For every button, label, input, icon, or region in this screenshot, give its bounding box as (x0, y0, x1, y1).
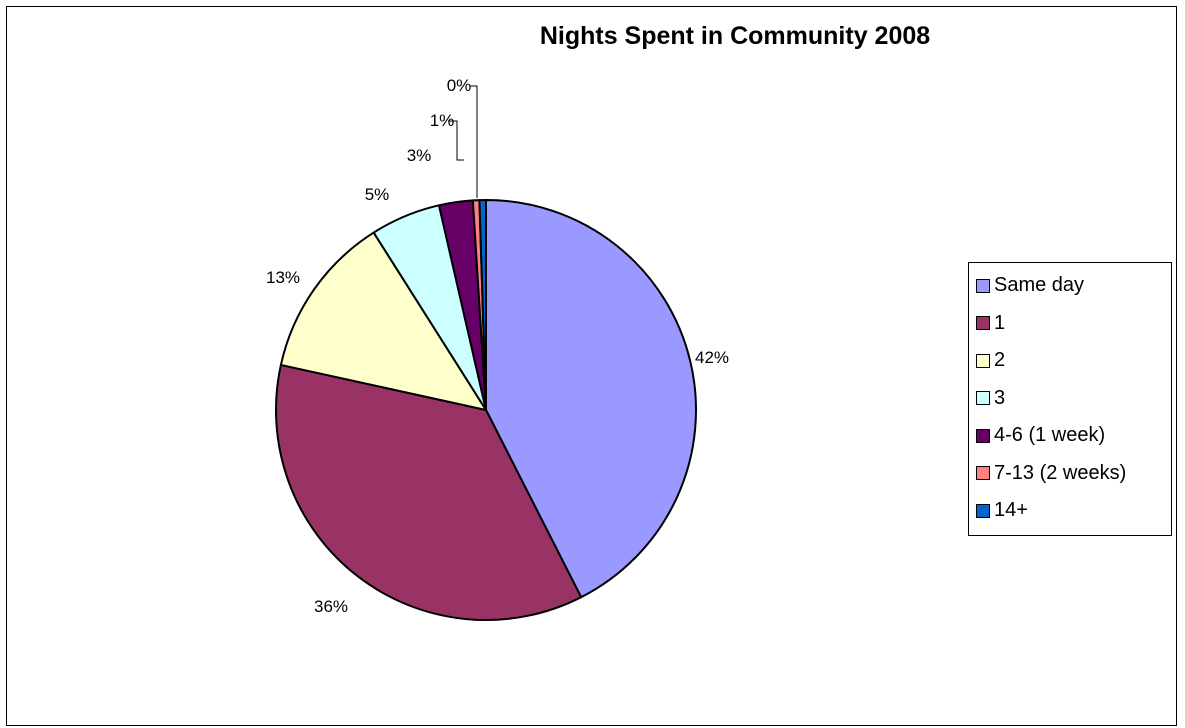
legend-item: 1 (969, 305, 1171, 343)
pie-slice-2 (275, 363, 583, 621)
legend-item: 7-13 (2 weeks) (969, 455, 1171, 493)
legend-label: 3 (994, 386, 1006, 409)
leader-line-7 (470, 85, 478, 198)
pie-slice-1 (485, 199, 697, 599)
chart-title: Nights Spent in Community 2008 (540, 22, 930, 50)
pie-slice-3 (279, 231, 487, 411)
data-label-1: 42% (695, 348, 729, 367)
legend-item: 14+ (969, 492, 1171, 530)
legend-swatch (976, 316, 990, 331)
legend-label: 14+ (994, 499, 1028, 522)
data-label-5: 3% (407, 146, 432, 165)
legend-swatch (976, 428, 990, 443)
legend-label: 1 (994, 311, 1006, 334)
legend-item: Same day (969, 267, 1171, 305)
legend-swatch (976, 466, 990, 481)
data-label-7: 0% (447, 76, 472, 95)
data-label-2: 36% (314, 597, 348, 616)
legend-label: 7-13 (2 weeks) (994, 461, 1127, 484)
leader-line-6 (448, 120, 464, 161)
data-label-6: 1% (430, 111, 455, 130)
legend-item: 3 (969, 380, 1171, 418)
legend-swatch (976, 503, 990, 518)
legend-label: 2 (994, 349, 1006, 372)
legend-swatch (976, 391, 990, 406)
legend-item: 2 (969, 342, 1171, 380)
legend-item: 4-6 (1 week) (969, 417, 1171, 455)
legend-label: 4-6 (1 week) (994, 424, 1106, 447)
chart-legend: Same day 1 2 3 4-6 (1 week) 7-13 (2 weeks) 14+ (968, 262, 1172, 536)
data-label-4: 5% (365, 185, 390, 204)
pie-slice-7 (478, 198, 487, 411)
legend-label: Same day (994, 274, 1085, 297)
legend-swatch (976, 353, 990, 368)
legend-swatch (976, 278, 990, 293)
data-label-3: 13% (266, 268, 300, 287)
